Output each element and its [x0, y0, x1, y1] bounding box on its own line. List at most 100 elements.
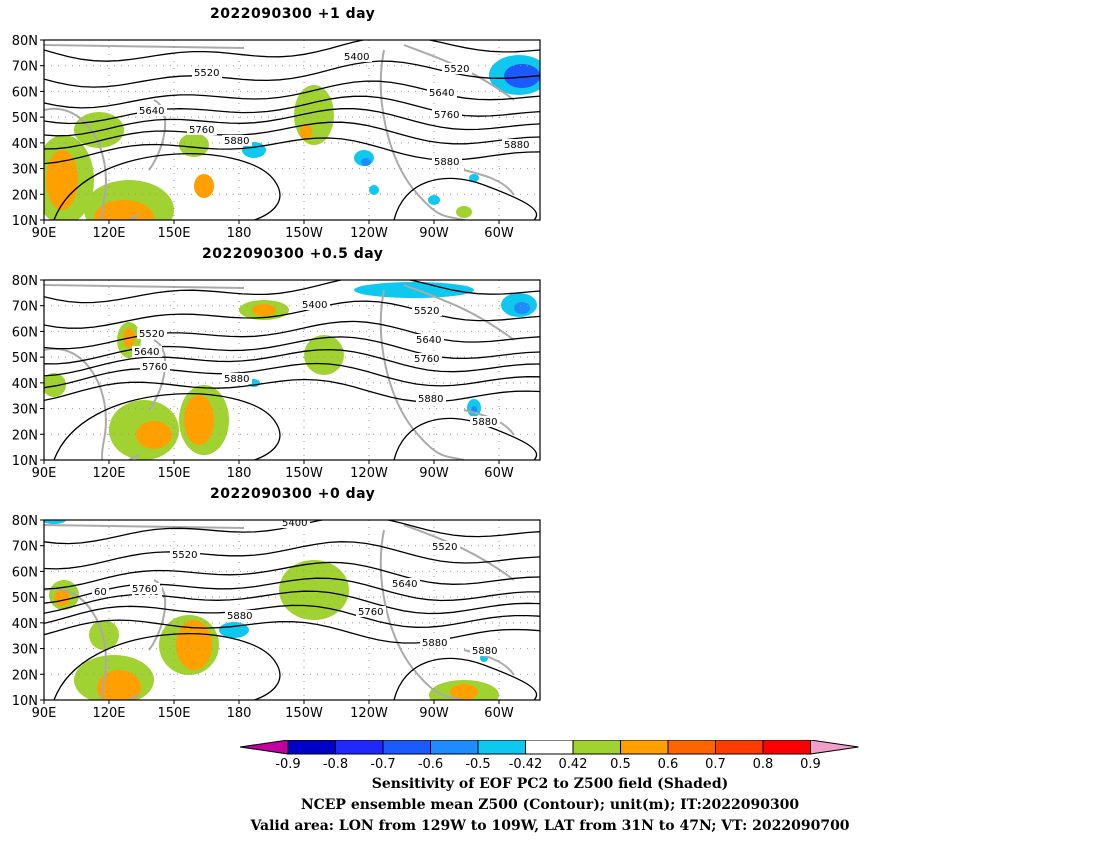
lon-label: 120E	[92, 706, 125, 721]
map-panel-2: 5400 5520 5520 5640 5640 5760 5760 5880 5880 5880…	[12, 274, 541, 481]
lat-label: 40N	[12, 377, 38, 392]
sensitivity-shade	[54, 590, 70, 606]
sensitivity-shade	[428, 195, 440, 205]
contour-label-bg	[412, 305, 442, 316]
sensitivity-shade	[514, 302, 530, 314]
contour-label-bg	[470, 416, 500, 427]
contour-label: 5520	[172, 550, 197, 561]
map-panel-3: 5400552055205640564057605760588058805880…	[12, 514, 541, 721]
panel-title-1: 2022090300 +1 day	[210, 6, 376, 22]
contour-label: 5520	[444, 64, 469, 75]
z500-contour	[393, 177, 537, 220]
contour-label-bg	[470, 645, 500, 656]
map-panels: 5400 5520 5520 5640 5640 5760 5760 5880 5880 5880…	[12, 34, 541, 721]
lat-label: 70N	[12, 540, 38, 555]
z500-contour	[44, 590, 540, 615]
colorbar-label: 0.9	[800, 757, 821, 772]
contour-label-bg	[390, 578, 420, 589]
contour-label-bg	[300, 299, 330, 310]
contour-label-bg	[192, 67, 222, 78]
colorbar-label: -0.7	[370, 757, 395, 772]
lon-label: 90W	[419, 226, 449, 241]
colorbar-swatch	[620, 740, 669, 755]
contour-label-bg	[432, 156, 462, 167]
contour-label: 5880	[422, 638, 447, 649]
caption-line-1: Sensitivity of EOF PC2 to Z500 field (Sh…	[371, 776, 729, 792]
z500-contour	[44, 108, 540, 137]
z500-contour	[44, 619, 540, 644]
contour-label: 5880	[472, 646, 497, 657]
colorbar-swatch	[335, 740, 384, 755]
coastline	[44, 347, 140, 460]
colorbar-label: 0.5	[610, 757, 631, 772]
map-frame	[43, 519, 541, 701]
sensitivity-shade	[504, 64, 540, 88]
contour-label-bg	[427, 87, 457, 98]
lat-label: 10N	[12, 454, 38, 469]
lon-label: 120E	[92, 466, 125, 481]
lon-label: 90E	[32, 706, 57, 721]
lat-label: 50N	[12, 591, 38, 606]
sensitivity-shade	[179, 133, 209, 157]
z500-contour	[44, 300, 540, 329]
lon-label: 90W	[419, 706, 449, 721]
lat-label: 50N	[12, 351, 38, 366]
z500-contour	[44, 336, 540, 365]
colorbar-swatch	[667, 740, 716, 755]
lat-label: 30N	[12, 403, 38, 418]
lat-label: 20N	[12, 428, 38, 443]
contour-label: 5760	[414, 354, 439, 365]
map-frame	[43, 279, 541, 461]
z500-contour	[44, 604, 540, 628]
sensitivity-shade	[469, 174, 479, 182]
contour-label: 5520	[414, 306, 439, 317]
z500-contour	[44, 40, 540, 62]
contour-label: 5760	[189, 125, 214, 136]
lon-label: 150W	[285, 466, 323, 481]
colorbar-swatch	[715, 740, 764, 755]
contour-label-bg	[502, 139, 532, 150]
contour-label-bg	[356, 606, 386, 617]
coastline	[463, 169, 515, 196]
caption-line-3: Valid area: LON from 129W to 109W, LAT f…	[250, 818, 850, 834]
colorbar-swatch	[572, 740, 621, 755]
z500-contour	[393, 417, 537, 460]
colorbar: -0.9 -0.8 -0.7 -0.6 -0.5 -0.42 0.42 0.5 0.6 0.7 0.…	[240, 740, 859, 772]
sensitivity-shade	[74, 112, 124, 148]
lat-label: 20N	[12, 188, 38, 203]
lat-label: 80N	[12, 34, 38, 49]
caption-line-2: NCEP ensemble mean Z500 (Contour); unit(…	[300, 797, 800, 813]
lon-label: 150W	[285, 706, 323, 721]
contour-label-bg	[432, 109, 462, 120]
lon-label: 90E	[32, 466, 57, 481]
coastline	[379, 289, 465, 460]
colorbar-label: 0.6	[658, 757, 679, 772]
lon-label: 150E	[157, 706, 190, 721]
contour-label: 5880	[434, 157, 459, 168]
coastline	[403, 524, 515, 581]
contour-label: 60	[94, 587, 107, 598]
coastline	[44, 284, 245, 289]
sensitivity-shade	[450, 684, 478, 700]
contour-label: 5640	[416, 335, 441, 346]
contour-label-bg	[412, 353, 442, 364]
coastline	[44, 107, 140, 220]
colorbar-swatch	[477, 740, 526, 755]
z500-contour	[44, 541, 540, 570]
contour-label: 5400	[302, 300, 327, 311]
contour-label: 5640	[392, 579, 417, 590]
lat-label: 80N	[12, 274, 38, 289]
sensitivity-shade	[136, 421, 172, 449]
sensitivity-shade	[97, 670, 141, 700]
lon-label: 150E	[157, 466, 190, 481]
contour-label-bg	[225, 610, 255, 621]
lat-label: 10N	[12, 214, 38, 229]
colorbar-swatch	[430, 740, 479, 755]
lon-label: 60W	[484, 706, 514, 721]
contour-label-bg	[170, 549, 200, 560]
panel-title-3: 2022090300 +0 day	[210, 486, 376, 502]
sensitivity-shade	[219, 622, 249, 638]
sensitivity-shade	[456, 206, 472, 218]
contour-label-bg	[430, 541, 460, 552]
z500-contour	[44, 378, 540, 403]
